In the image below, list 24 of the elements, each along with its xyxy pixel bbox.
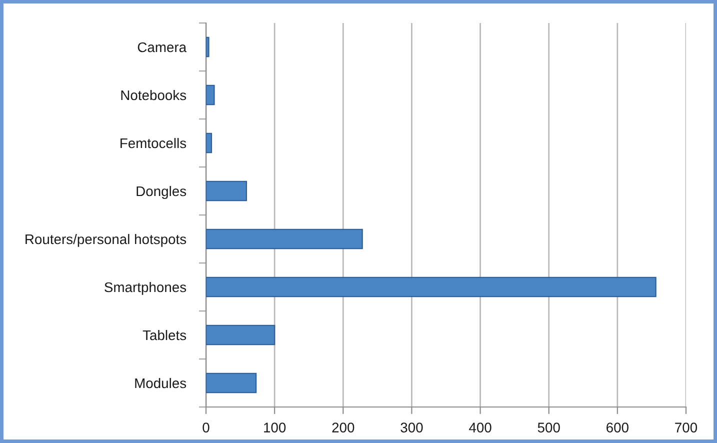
y-tick-label: Modules	[135, 378, 186, 388]
bar	[206, 276, 656, 298]
y-tick-label: Camera	[138, 42, 187, 52]
bar	[206, 180, 248, 202]
y-tick-label: Routers/personal hotspots	[26, 234, 186, 247]
x-tick-label: 400	[469, 422, 492, 432]
x-tick-label: 500	[538, 422, 560, 432]
x-tick-label: 700	[675, 422, 698, 432]
bar	[206, 84, 215, 106]
y-tick-label: Dongles	[136, 186, 186, 199]
y-tick-label: Notebooks	[121, 90, 186, 100]
bar	[206, 36, 210, 58]
y-tick-label: Tablets	[142, 330, 186, 340]
bar	[206, 228, 363, 250]
bar	[206, 324, 276, 346]
y-tick-label: Femtocells	[120, 138, 186, 148]
x-tick-label: 600	[606, 422, 628, 432]
bar	[206, 372, 257, 394]
y-tick-label: Smartphones	[104, 282, 186, 295]
x-tick-label: 200	[332, 422, 354, 432]
x-tick-label: 300	[400, 422, 423, 432]
x-tick-label: 0	[202, 422, 210, 432]
x-tick-label: 100	[264, 422, 286, 432]
bar	[206, 132, 212, 154]
